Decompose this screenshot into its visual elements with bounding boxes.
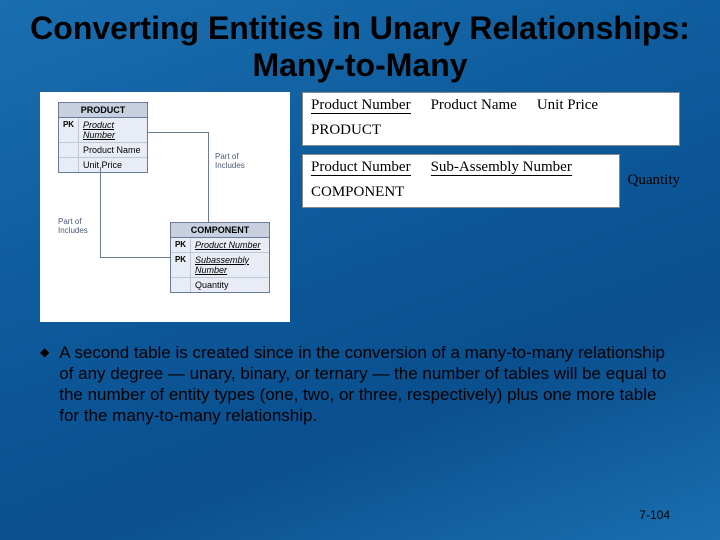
entity-product: PRODUCT PK Product Number Product Name U… bbox=[58, 102, 148, 173]
entity-product-header: PRODUCT bbox=[59, 103, 147, 118]
table2-outside-col: Quantity bbox=[620, 172, 681, 189]
table1-col-1: Product Name bbox=[431, 97, 517, 114]
bullet-marker-icon: ◆ bbox=[40, 342, 49, 427]
entity-product-attr-1: Unit Price bbox=[79, 158, 147, 172]
table-product: Product Number Product Name Unit Price P… bbox=[302, 92, 680, 146]
table2-name: COMPONENT bbox=[303, 180, 619, 207]
table-component: Product Number Sub-Assembly Number COMPO… bbox=[302, 154, 620, 208]
entity-component-header: COMPONENT bbox=[171, 223, 269, 238]
table1-name: PRODUCT bbox=[303, 118, 679, 145]
entity-component-attr0: Product Number bbox=[191, 238, 269, 252]
table1-col-0: Product Number bbox=[311, 97, 411, 114]
rel-line-2 bbox=[208, 132, 209, 222]
table1-col-2: Unit Price bbox=[537, 97, 598, 114]
rel-line-1 bbox=[148, 132, 208, 133]
entity-component: COMPONENT PK Product Number PK Subassemb… bbox=[170, 222, 270, 293]
entity-component-attr1: Subassembly Number bbox=[191, 253, 269, 277]
erd-diagram: PRODUCT PK Product Number Product Name U… bbox=[40, 92, 290, 322]
entity-component-pk1: PK bbox=[171, 253, 191, 277]
content-area: PRODUCT PK Product Number Product Name U… bbox=[0, 92, 720, 322]
entity-product-attr-0: Product Name bbox=[79, 143, 147, 157]
rel-line-4 bbox=[100, 257, 170, 258]
table2-col-0: Product Number bbox=[311, 159, 411, 176]
relational-tables: Product Number Product Name Unit Price P… bbox=[302, 92, 680, 322]
bullet-text: A second table is created since in the c… bbox=[59, 342, 680, 427]
slide-title: Converting Entities in Unary Relationshi… bbox=[0, 0, 720, 92]
entity-component-attr2: Quantity bbox=[191, 278, 269, 292]
rel-line-3 bbox=[100, 167, 101, 257]
table2-col-1: Sub-Assembly Number bbox=[431, 159, 572, 176]
entity-component-pk0: PK bbox=[171, 238, 191, 252]
entity-product-pk-label: PK bbox=[59, 118, 79, 142]
rel-label-1: Part of Includes bbox=[215, 152, 265, 170]
bullet-item: ◆ A second table is created since in the… bbox=[40, 342, 680, 427]
slide-number: 7-104 bbox=[639, 508, 670, 522]
rel-label-2: Part of Includes bbox=[58, 217, 108, 235]
entity-product-pk-attr: Product Number bbox=[79, 118, 147, 142]
bullet-list: ◆ A second table is created since in the… bbox=[0, 322, 720, 427]
